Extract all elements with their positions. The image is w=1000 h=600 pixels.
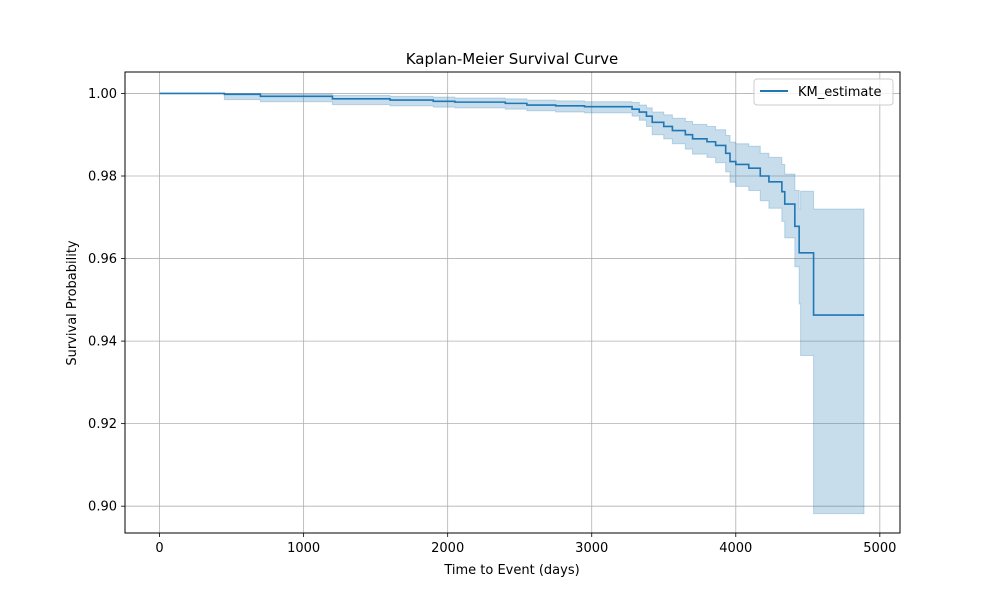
x-tick-label: 0 [155,541,163,556]
x-tick-label: 5000 [863,541,896,556]
y-axis-ticks: 0.90 0.92 0.94 0.96 0.98 1.00 [88,87,125,515]
x-tick-label: 3000 [575,541,608,556]
y-tick-label: 0.92 [88,417,117,432]
x-axis-ticks: 0 1000 2000 3000 4000 5000 [155,533,896,556]
grid [125,72,900,533]
y-tick-label: 1.00 [88,87,117,102]
confidence-band [159,92,865,515]
y-axis-label: Survival Probability [65,240,80,366]
chart-title: Kaplan-Meier Survival Curve [406,50,619,68]
legend: KM_estimate [753,78,894,106]
x-axis-label: Time to Event (days) [443,563,579,578]
y-tick-label: 0.94 [88,335,117,350]
survival-line-layer [159,92,864,316]
legend-box [753,78,894,106]
legend-label: KM_estimate [798,85,881,100]
y-tick-label: 0.98 [88,170,117,185]
x-tick-label: 2000 [431,541,464,556]
confidence-band-layer [159,92,865,515]
x-tick-label: 4000 [719,541,752,556]
x-tick-label: 1000 [287,541,320,556]
plot-frame [124,71,901,534]
y-tick-label: 0.90 [88,500,117,515]
y-tick-label: 0.96 [88,252,117,267]
km-estimate-line [159,92,864,316]
